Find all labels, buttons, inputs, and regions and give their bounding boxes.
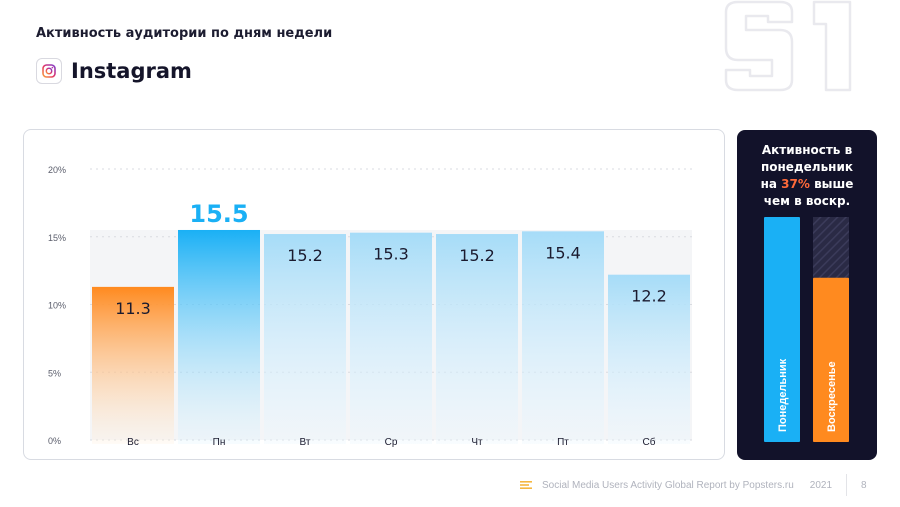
- page-subtitle: Активность аудитории по дням недели: [36, 26, 333, 41]
- bar-1: [92, 286, 174, 444]
- monday-bar: [764, 217, 800, 442]
- value-label: 15.3: [373, 245, 409, 264]
- instagram-icon: [36, 58, 62, 84]
- report-title: Social Media Users Activity Global Repor…: [542, 479, 794, 491]
- sunday-bar: [813, 277, 849, 442]
- value-label: 15.4: [545, 243, 581, 262]
- value-label: 11.3: [115, 299, 151, 318]
- popsters-logo-icon: [724, 0, 852, 92]
- comparison-bar-label: Понедельник: [777, 358, 789, 432]
- bar-4: [350, 232, 432, 444]
- menu-icon: [520, 481, 532, 489]
- value-label: 12.2: [631, 287, 667, 306]
- y-tick-label: 15%: [48, 233, 66, 243]
- value-label: 15.2: [459, 246, 495, 265]
- y-tick-label: 10%: [48, 301, 66, 311]
- x-tick-label: Пн: [213, 437, 226, 448]
- comparison-line-2: понедельник: [760, 160, 853, 174]
- report-year: 2021: [809, 479, 833, 491]
- page-footer: Social Media Users Activity Global Repor…: [520, 474, 900, 496]
- comparison-text: Активность в понедельник на 37% выше чем…: [737, 142, 877, 210]
- x-tick-label: Пт: [557, 437, 569, 448]
- bar-6: [522, 231, 604, 444]
- bar-5: [436, 234, 518, 444]
- value-label: 15.2: [287, 246, 323, 265]
- comparison-panel: Активность в понедельник на 37% выше чем…: [737, 130, 877, 460]
- comparison-bars: Понедельник Воскресенье: [764, 217, 849, 442]
- y-tick-label: 0%: [48, 436, 61, 446]
- bar-7: [608, 274, 690, 444]
- platform-heading: Instagram: [36, 58, 192, 84]
- comparison-line-1: Активность в: [761, 143, 853, 157]
- comparison-bar-label: Воскресенье: [826, 361, 838, 432]
- value-label: 15.5: [189, 200, 248, 228]
- bar-chart: 0% 5% 10% 15% 20% 11.3 Вс 15.5 Пн 15.2 Вт 15.3 Ср 15.…: [48, 165, 692, 448]
- comparison-line-3: на 37% выше: [760, 177, 854, 191]
- x-tick-label: Сб: [643, 436, 656, 448]
- x-tick-label: Ср: [385, 437, 398, 448]
- chart-card: 0% 5% 10% 15% 20% 11.3 Вс 15.5 Пн 15.2 Вт 15.3 Ср 15.…: [23, 129, 725, 460]
- x-tick-label: Чт: [471, 437, 483, 448]
- x-tick-label: Вт: [300, 437, 311, 448]
- platform-name: Instagram: [71, 59, 192, 83]
- bar-2: [178, 229, 260, 444]
- y-tick-label: 20%: [48, 165, 66, 175]
- x-tick-label: Вс: [127, 437, 139, 448]
- comparison-line-4: чем в воскр.: [763, 194, 851, 208]
- comparison-percent: 37%: [781, 177, 810, 191]
- y-tick-label: 5%: [48, 368, 61, 378]
- page-number: 8: [861, 479, 867, 491]
- bar-3: [264, 234, 346, 444]
- footer-divider: [846, 474, 848, 496]
